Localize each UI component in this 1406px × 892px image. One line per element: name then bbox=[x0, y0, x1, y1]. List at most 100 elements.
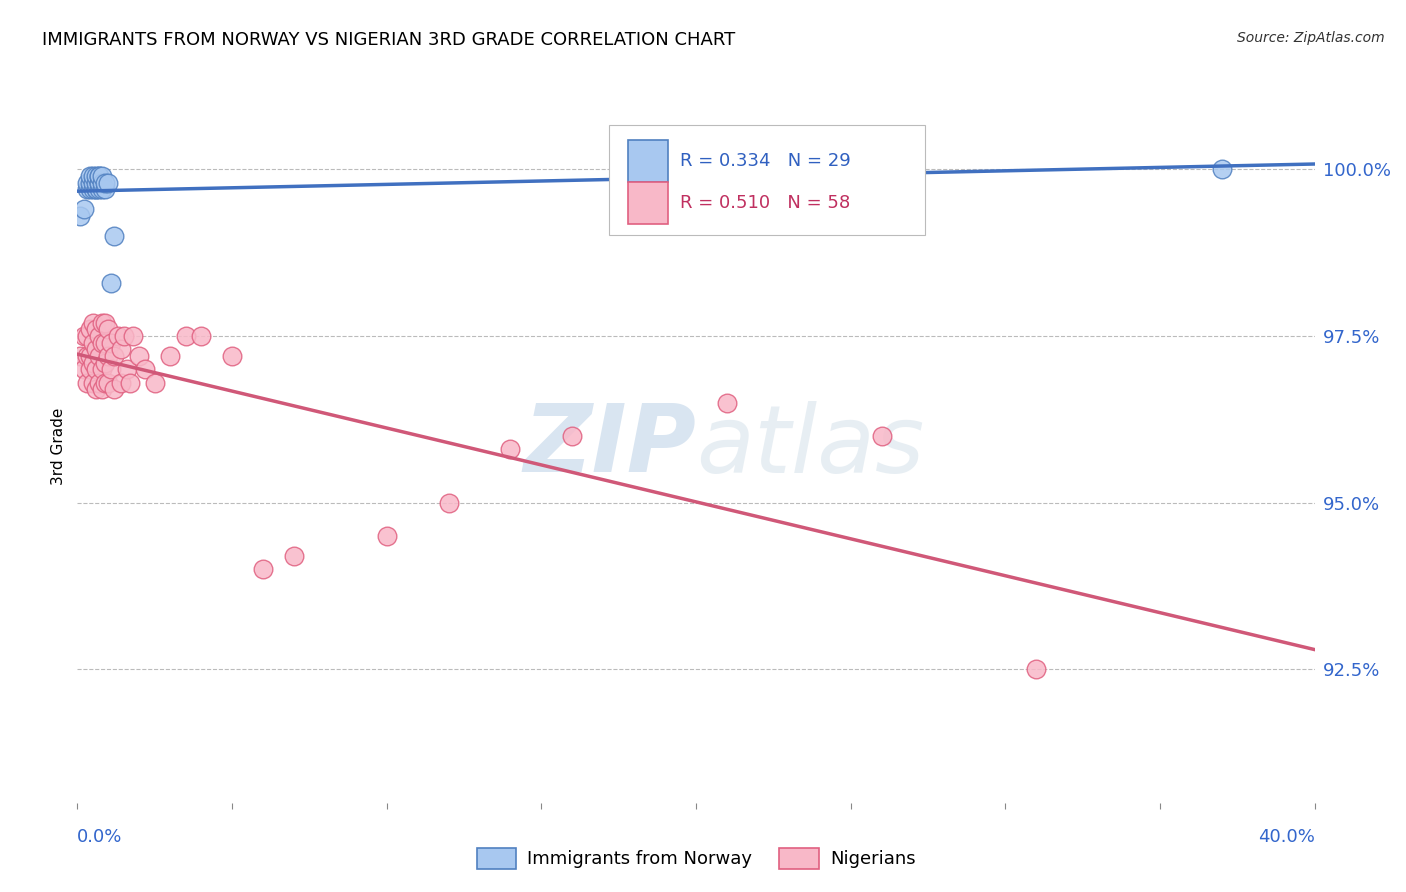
Point bbox=[716, 395, 738, 409]
Point bbox=[669, 162, 692, 177]
Point bbox=[437, 496, 460, 510]
Point bbox=[110, 376, 132, 390]
Point bbox=[190, 329, 212, 343]
Point bbox=[82, 176, 104, 190]
Point bbox=[79, 182, 101, 196]
Point bbox=[72, 202, 94, 217]
Point bbox=[72, 329, 94, 343]
Point bbox=[76, 176, 98, 190]
Point bbox=[87, 169, 110, 183]
Point bbox=[79, 349, 101, 363]
Point bbox=[94, 335, 117, 350]
Point bbox=[97, 349, 120, 363]
Point bbox=[82, 182, 104, 196]
Point bbox=[82, 316, 104, 330]
Text: atlas: atlas bbox=[696, 401, 924, 491]
Point bbox=[110, 343, 132, 357]
Point bbox=[82, 376, 104, 390]
Point bbox=[87, 176, 110, 190]
Point bbox=[100, 335, 122, 350]
Point bbox=[84, 362, 107, 376]
Point bbox=[79, 362, 101, 376]
Point bbox=[79, 176, 101, 190]
Point bbox=[87, 329, 110, 343]
Point bbox=[1211, 162, 1233, 177]
Point bbox=[91, 362, 114, 376]
Point bbox=[84, 182, 107, 196]
Point bbox=[94, 356, 117, 370]
Point bbox=[87, 376, 110, 390]
Point bbox=[107, 329, 129, 343]
Point bbox=[94, 176, 117, 190]
Point bbox=[375, 529, 398, 543]
Text: IMMIGRANTS FROM NORWAY VS NIGERIAN 3RD GRADE CORRELATION CHART: IMMIGRANTS FROM NORWAY VS NIGERIAN 3RD G… bbox=[42, 31, 735, 49]
Point bbox=[84, 382, 107, 396]
Point bbox=[76, 349, 98, 363]
Point bbox=[103, 349, 125, 363]
Legend: Immigrants from Norway, Nigerians: Immigrants from Norway, Nigerians bbox=[470, 840, 922, 876]
Point bbox=[82, 169, 104, 183]
Point bbox=[252, 562, 274, 576]
Point bbox=[115, 362, 138, 376]
Point bbox=[82, 356, 104, 370]
Point bbox=[87, 349, 110, 363]
Point bbox=[94, 316, 117, 330]
Text: R = 0.334   N = 29: R = 0.334 N = 29 bbox=[681, 152, 851, 169]
Point bbox=[79, 322, 101, 336]
Text: R = 0.510   N = 58: R = 0.510 N = 58 bbox=[681, 194, 851, 212]
Point bbox=[91, 382, 114, 396]
Point bbox=[143, 376, 166, 390]
Point bbox=[499, 442, 522, 457]
Point bbox=[221, 349, 243, 363]
Point bbox=[91, 335, 114, 350]
FancyBboxPatch shape bbox=[609, 125, 925, 235]
Point bbox=[79, 169, 101, 183]
Point bbox=[97, 376, 120, 390]
Point bbox=[94, 182, 117, 196]
Point bbox=[174, 329, 197, 343]
Point bbox=[76, 376, 98, 390]
Point bbox=[84, 182, 107, 196]
Point bbox=[561, 429, 583, 443]
Point bbox=[870, 429, 893, 443]
Point bbox=[82, 335, 104, 350]
Point bbox=[94, 376, 117, 390]
Point bbox=[69, 209, 91, 223]
Point bbox=[128, 349, 150, 363]
Point bbox=[84, 343, 107, 357]
Point bbox=[84, 322, 107, 336]
FancyBboxPatch shape bbox=[628, 182, 668, 225]
Y-axis label: 3rd Grade: 3rd Grade bbox=[51, 408, 66, 484]
Text: ZIP: ZIP bbox=[523, 400, 696, 492]
Text: 40.0%: 40.0% bbox=[1258, 828, 1315, 846]
Point bbox=[91, 176, 114, 190]
Point bbox=[76, 182, 98, 196]
Point bbox=[87, 182, 110, 196]
Text: 0.0%: 0.0% bbox=[77, 828, 122, 846]
Point bbox=[87, 176, 110, 190]
Point bbox=[91, 316, 114, 330]
Point bbox=[84, 176, 107, 190]
Point bbox=[100, 362, 122, 376]
Point bbox=[283, 549, 305, 563]
Point bbox=[91, 169, 114, 183]
Point bbox=[122, 329, 145, 343]
Point bbox=[1025, 662, 1047, 676]
Point bbox=[112, 329, 135, 343]
FancyBboxPatch shape bbox=[628, 139, 668, 182]
Point bbox=[118, 376, 141, 390]
Text: Source: ZipAtlas.com: Source: ZipAtlas.com bbox=[1237, 31, 1385, 45]
Point bbox=[134, 362, 156, 376]
Point bbox=[100, 276, 122, 290]
Point bbox=[97, 322, 120, 336]
Point bbox=[87, 169, 110, 183]
Point bbox=[76, 329, 98, 343]
Point bbox=[91, 182, 114, 196]
Point bbox=[69, 349, 91, 363]
Point bbox=[103, 228, 125, 243]
Point bbox=[84, 169, 107, 183]
Point bbox=[103, 382, 125, 396]
Point bbox=[159, 349, 181, 363]
Point bbox=[97, 176, 120, 190]
Point bbox=[72, 362, 94, 376]
